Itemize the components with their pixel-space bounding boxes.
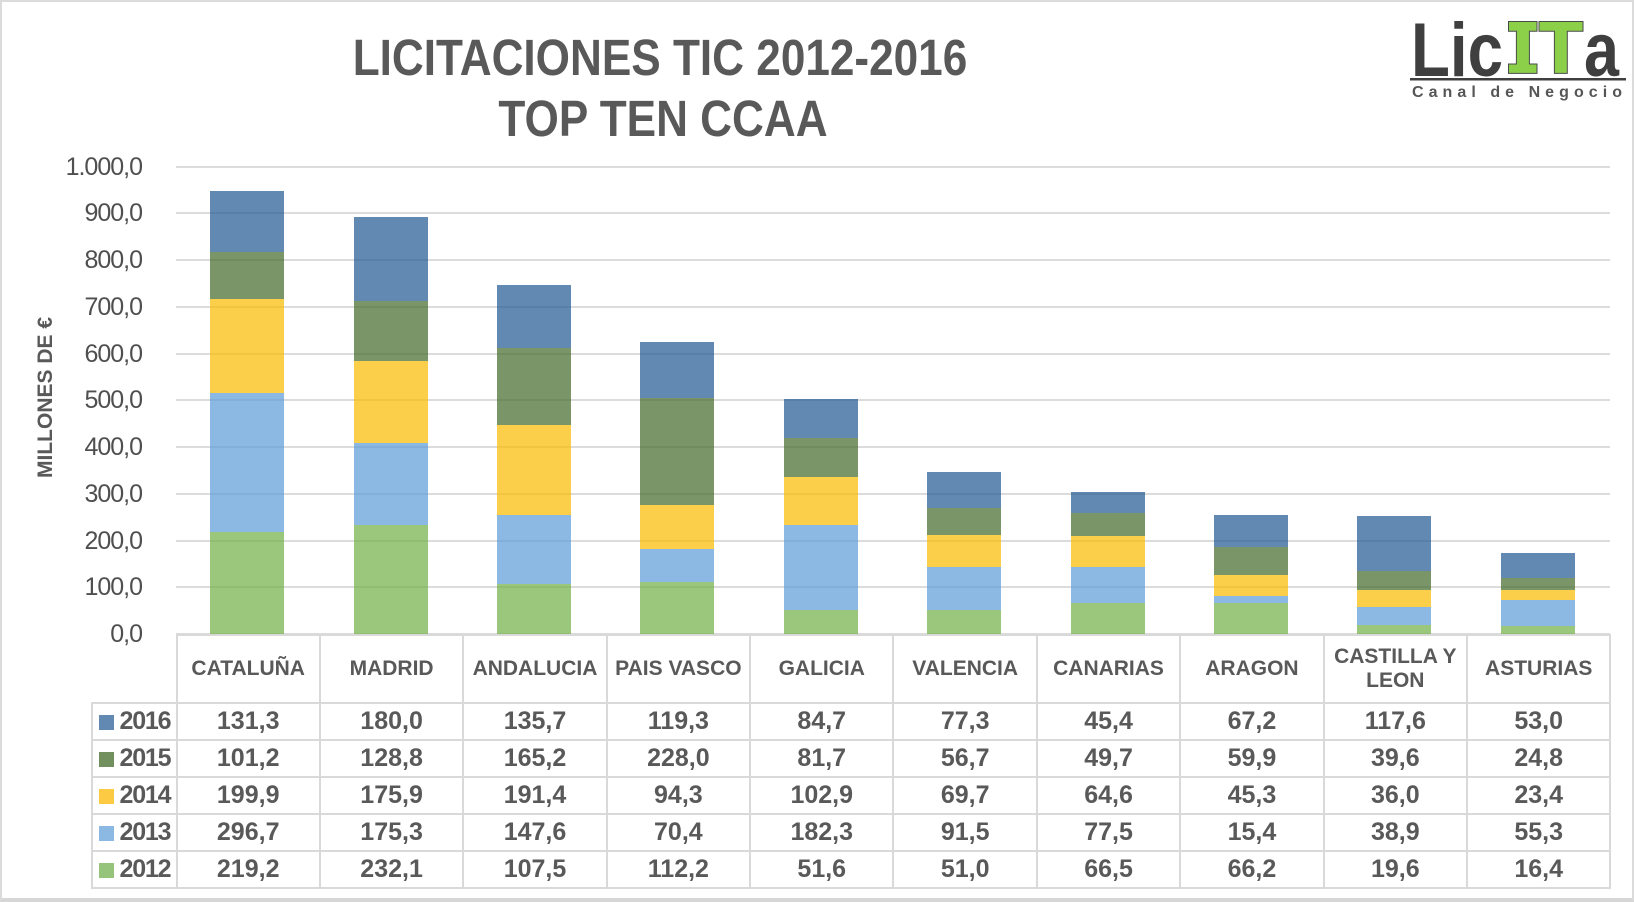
svg-text:Canal de Negocio: Canal de Negocio (1412, 84, 1622, 101)
